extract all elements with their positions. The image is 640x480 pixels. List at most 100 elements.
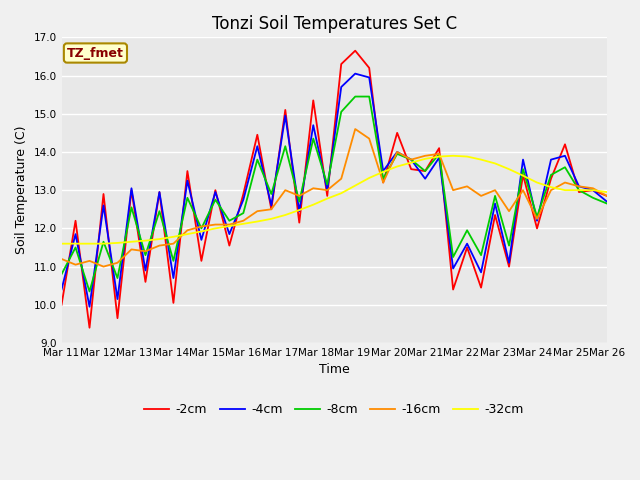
-8cm [477,252,485,258]
-32cm [156,236,163,242]
-8cm [72,245,79,251]
-32cm [58,241,65,247]
-16cm [268,206,275,212]
Line: -8cm: -8cm [61,96,607,291]
-4cm [449,265,457,271]
-2cm [268,206,275,212]
Y-axis label: Soil Temperature (C): Soil Temperature (C) [15,126,28,254]
-32cm [170,234,177,240]
-2cm [589,187,596,193]
-2cm [449,287,457,292]
-32cm [86,241,93,247]
-8cm [141,252,149,258]
-8cm [589,195,596,201]
-8cm [58,271,65,277]
-16cm [212,222,220,228]
-16cm [603,193,611,199]
-4cm [239,197,247,203]
-8cm [337,109,345,115]
-16cm [72,262,79,267]
-4cm [547,157,555,163]
-16cm [100,264,108,269]
-16cm [296,193,303,199]
-32cm [477,157,485,163]
-16cm [547,187,555,193]
-8cm [380,176,387,181]
Legend: -2cm, -4cm, -8cm, -16cm, -32cm: -2cm, -4cm, -8cm, -16cm, -32cm [140,398,529,421]
-32cm [323,196,331,202]
-32cm [351,183,359,189]
-8cm [323,181,331,187]
-16cm [323,187,331,193]
-2cm [296,220,303,226]
-8cm [282,144,289,149]
-4cm [212,189,220,195]
-32cm [225,223,233,229]
Line: -4cm: -4cm [61,73,607,307]
-8cm [575,187,583,193]
-4cm [575,183,583,189]
-8cm [212,197,220,203]
-8cm [519,166,527,172]
-2cm [114,315,122,321]
-4cm [309,122,317,128]
-8cm [225,218,233,224]
-8cm [351,94,359,99]
-4cm [589,187,596,193]
-32cm [282,212,289,218]
-16cm [519,187,527,193]
-32cm [603,189,611,195]
-16cm [170,241,177,247]
-2cm [337,61,345,67]
-16cm [198,224,205,229]
-4cm [225,231,233,237]
-8cm [561,164,569,170]
-2cm [519,172,527,178]
-8cm [100,239,108,245]
-4cm [407,157,415,163]
-16cm [225,222,233,228]
-2cm [351,48,359,54]
-4cm [141,267,149,273]
-32cm [380,169,387,175]
-2cm [127,187,135,193]
-8cm [603,201,611,206]
-32cm [435,154,443,159]
-2cm [253,132,261,138]
-2cm [603,193,611,199]
-2cm [212,187,220,193]
-2cm [407,166,415,172]
-16cm [309,185,317,191]
Line: -16cm: -16cm [61,129,607,266]
-8cm [184,195,191,201]
-16cm [114,260,122,265]
-16cm [253,208,261,214]
-32cm [547,184,555,190]
-16cm [421,153,429,159]
-16cm [184,228,191,233]
-8cm [156,208,163,214]
-4cm [184,178,191,183]
-2cm [309,97,317,103]
-8cm [533,214,541,220]
-2cm [239,191,247,197]
-32cm [463,154,471,159]
-2cm [547,176,555,181]
-8cm [407,157,415,163]
-4cm [603,199,611,204]
-2cm [477,285,485,290]
-8cm [268,191,275,197]
-32cm [198,228,205,234]
-2cm [505,264,513,269]
-8cm [127,204,135,210]
-16cm [477,193,485,199]
-8cm [309,136,317,142]
-8cm [449,254,457,260]
-32cm [127,239,135,245]
-16cm [365,136,373,142]
-2cm [225,243,233,249]
-2cm [282,107,289,113]
-4cm [463,241,471,247]
-4cm [477,269,485,275]
-2cm [533,226,541,231]
